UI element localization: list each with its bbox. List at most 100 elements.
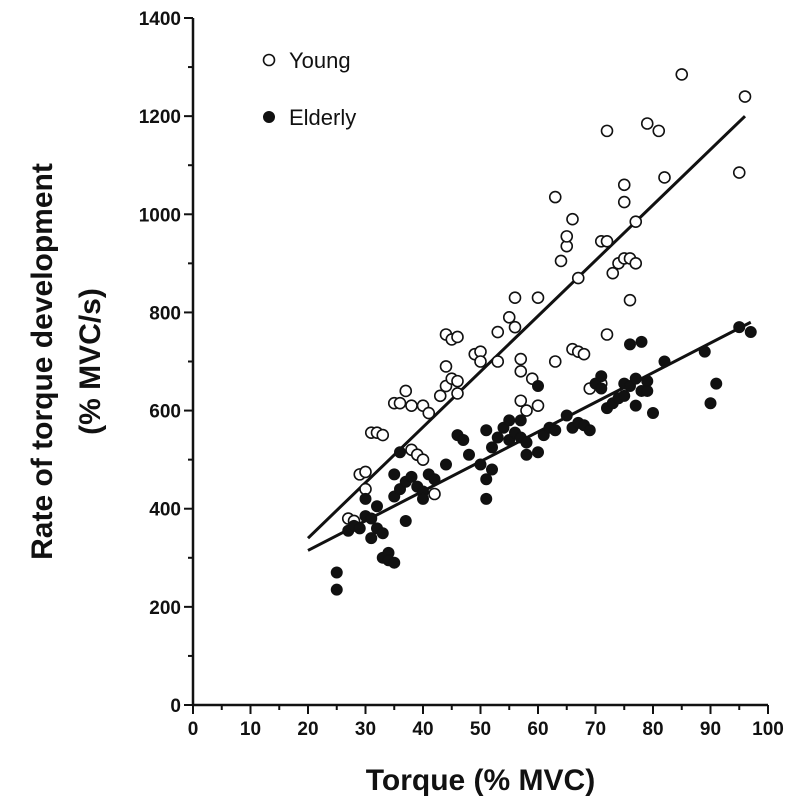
young-point	[502, 311, 516, 324]
elderly-point	[744, 326, 757, 339]
elderly-point	[457, 434, 470, 447]
young-point	[658, 171, 671, 184]
elderly-point	[520, 448, 533, 461]
elderly-fit-line	[307, 320, 752, 552]
elderly-point	[629, 399, 642, 412]
y-tick-label: 1400	[139, 9, 181, 30]
elderly-point	[365, 532, 378, 545]
young-point	[359, 465, 372, 479]
young-point	[548, 355, 562, 368]
elderly-point	[359, 492, 372, 505]
x-tick-label: 30	[355, 719, 376, 740]
y-tick-label: 800	[149, 303, 181, 324]
elderly-point	[376, 527, 389, 540]
elderly-point	[635, 335, 648, 348]
young-point	[738, 90, 752, 103]
elderly-point	[388, 556, 401, 569]
young-point	[451, 374, 464, 388]
elderly-point	[618, 389, 631, 402]
young-point	[531, 291, 545, 305]
y-axis-title-line2: (% MVC/s)	[74, 288, 107, 435]
young-point	[416, 453, 430, 466]
elderly-point	[353, 522, 366, 535]
young-fit-line	[306, 115, 747, 540]
elderly-point	[658, 355, 671, 368]
elderly-point	[491, 431, 504, 444]
x-tick-label: 90	[700, 719, 721, 740]
young-point	[617, 195, 631, 209]
elderly-point	[399, 514, 412, 527]
young-point	[376, 428, 390, 442]
elderly-point	[595, 370, 608, 383]
x-tick-label: 70	[585, 719, 606, 740]
x-ticks: 0 10 20 30 40 50 60 70 80 90 100	[188, 705, 784, 740]
young-point	[732, 166, 746, 179]
elderly-point	[394, 446, 406, 459]
young-point	[514, 394, 528, 408]
young-point	[428, 487, 441, 501]
y-tick-label: 200	[149, 598, 181, 619]
y-tick-label: 600	[149, 402, 181, 423]
elderly-point	[405, 470, 418, 483]
young-point	[439, 360, 453, 373]
young-point	[474, 355, 487, 368]
young-point	[600, 124, 614, 138]
elderly-point	[629, 372, 642, 385]
x-tick-label: 20	[297, 719, 318, 740]
young-point	[577, 347, 591, 361]
elderly-point	[330, 566, 343, 579]
elderly-point	[710, 377, 723, 390]
elderly-point	[733, 321, 746, 334]
elderly-point	[583, 424, 596, 437]
young-point	[600, 328, 614, 341]
x-tick-label: 10	[240, 719, 261, 740]
young-point	[675, 68, 689, 81]
elderly-point	[704, 397, 717, 410]
y-tick-label: 1200	[139, 107, 181, 128]
elderly-point	[532, 380, 544, 393]
elderly-point	[503, 414, 516, 427]
elderly-point	[520, 436, 533, 449]
legend-elderly-marker	[263, 111, 275, 123]
elderly-point	[365, 512, 378, 525]
young-point	[451, 387, 464, 400]
elderly-point	[440, 458, 452, 471]
young-point	[548, 190, 562, 204]
elderly-point	[388, 468, 401, 481]
y-axis-title-line1: Rate of torque development	[26, 163, 59, 560]
elderly-point	[428, 473, 441, 486]
young-point	[514, 365, 528, 378]
young-point	[508, 320, 522, 334]
legend-young-marker	[262, 53, 276, 67]
young-point	[451, 330, 464, 344]
young-point	[554, 254, 568, 268]
elderly-point	[480, 424, 493, 437]
young-point	[629, 257, 643, 270]
young-point	[640, 117, 654, 130]
young-point	[520, 404, 533, 417]
elderly-point	[480, 492, 493, 505]
elderly-point	[371, 500, 383, 513]
legend-young-label: Young	[289, 48, 351, 73]
x-tick-label: 80	[642, 719, 663, 740]
legend-elderly-label: Elderly	[289, 105, 356, 130]
elderly-point	[647, 407, 659, 420]
young-point	[393, 396, 407, 410]
x-tick-label: 0	[188, 719, 199, 740]
elderly-point	[595, 382, 608, 395]
young-point	[571, 271, 585, 285]
young-point	[405, 399, 418, 412]
young-point	[617, 178, 631, 192]
y-tick-label: 400	[149, 500, 181, 521]
x-axis-title: Torque (% MVC)	[366, 764, 595, 797]
young-point	[606, 266, 620, 280]
elderly-point	[560, 409, 573, 422]
young-point	[531, 399, 545, 412]
young-point	[514, 352, 528, 366]
young-point	[566, 212, 579, 226]
data-points	[330, 68, 757, 596]
elderly-point	[463, 448, 475, 461]
young-point	[652, 124, 666, 138]
young-point	[399, 384, 413, 398]
